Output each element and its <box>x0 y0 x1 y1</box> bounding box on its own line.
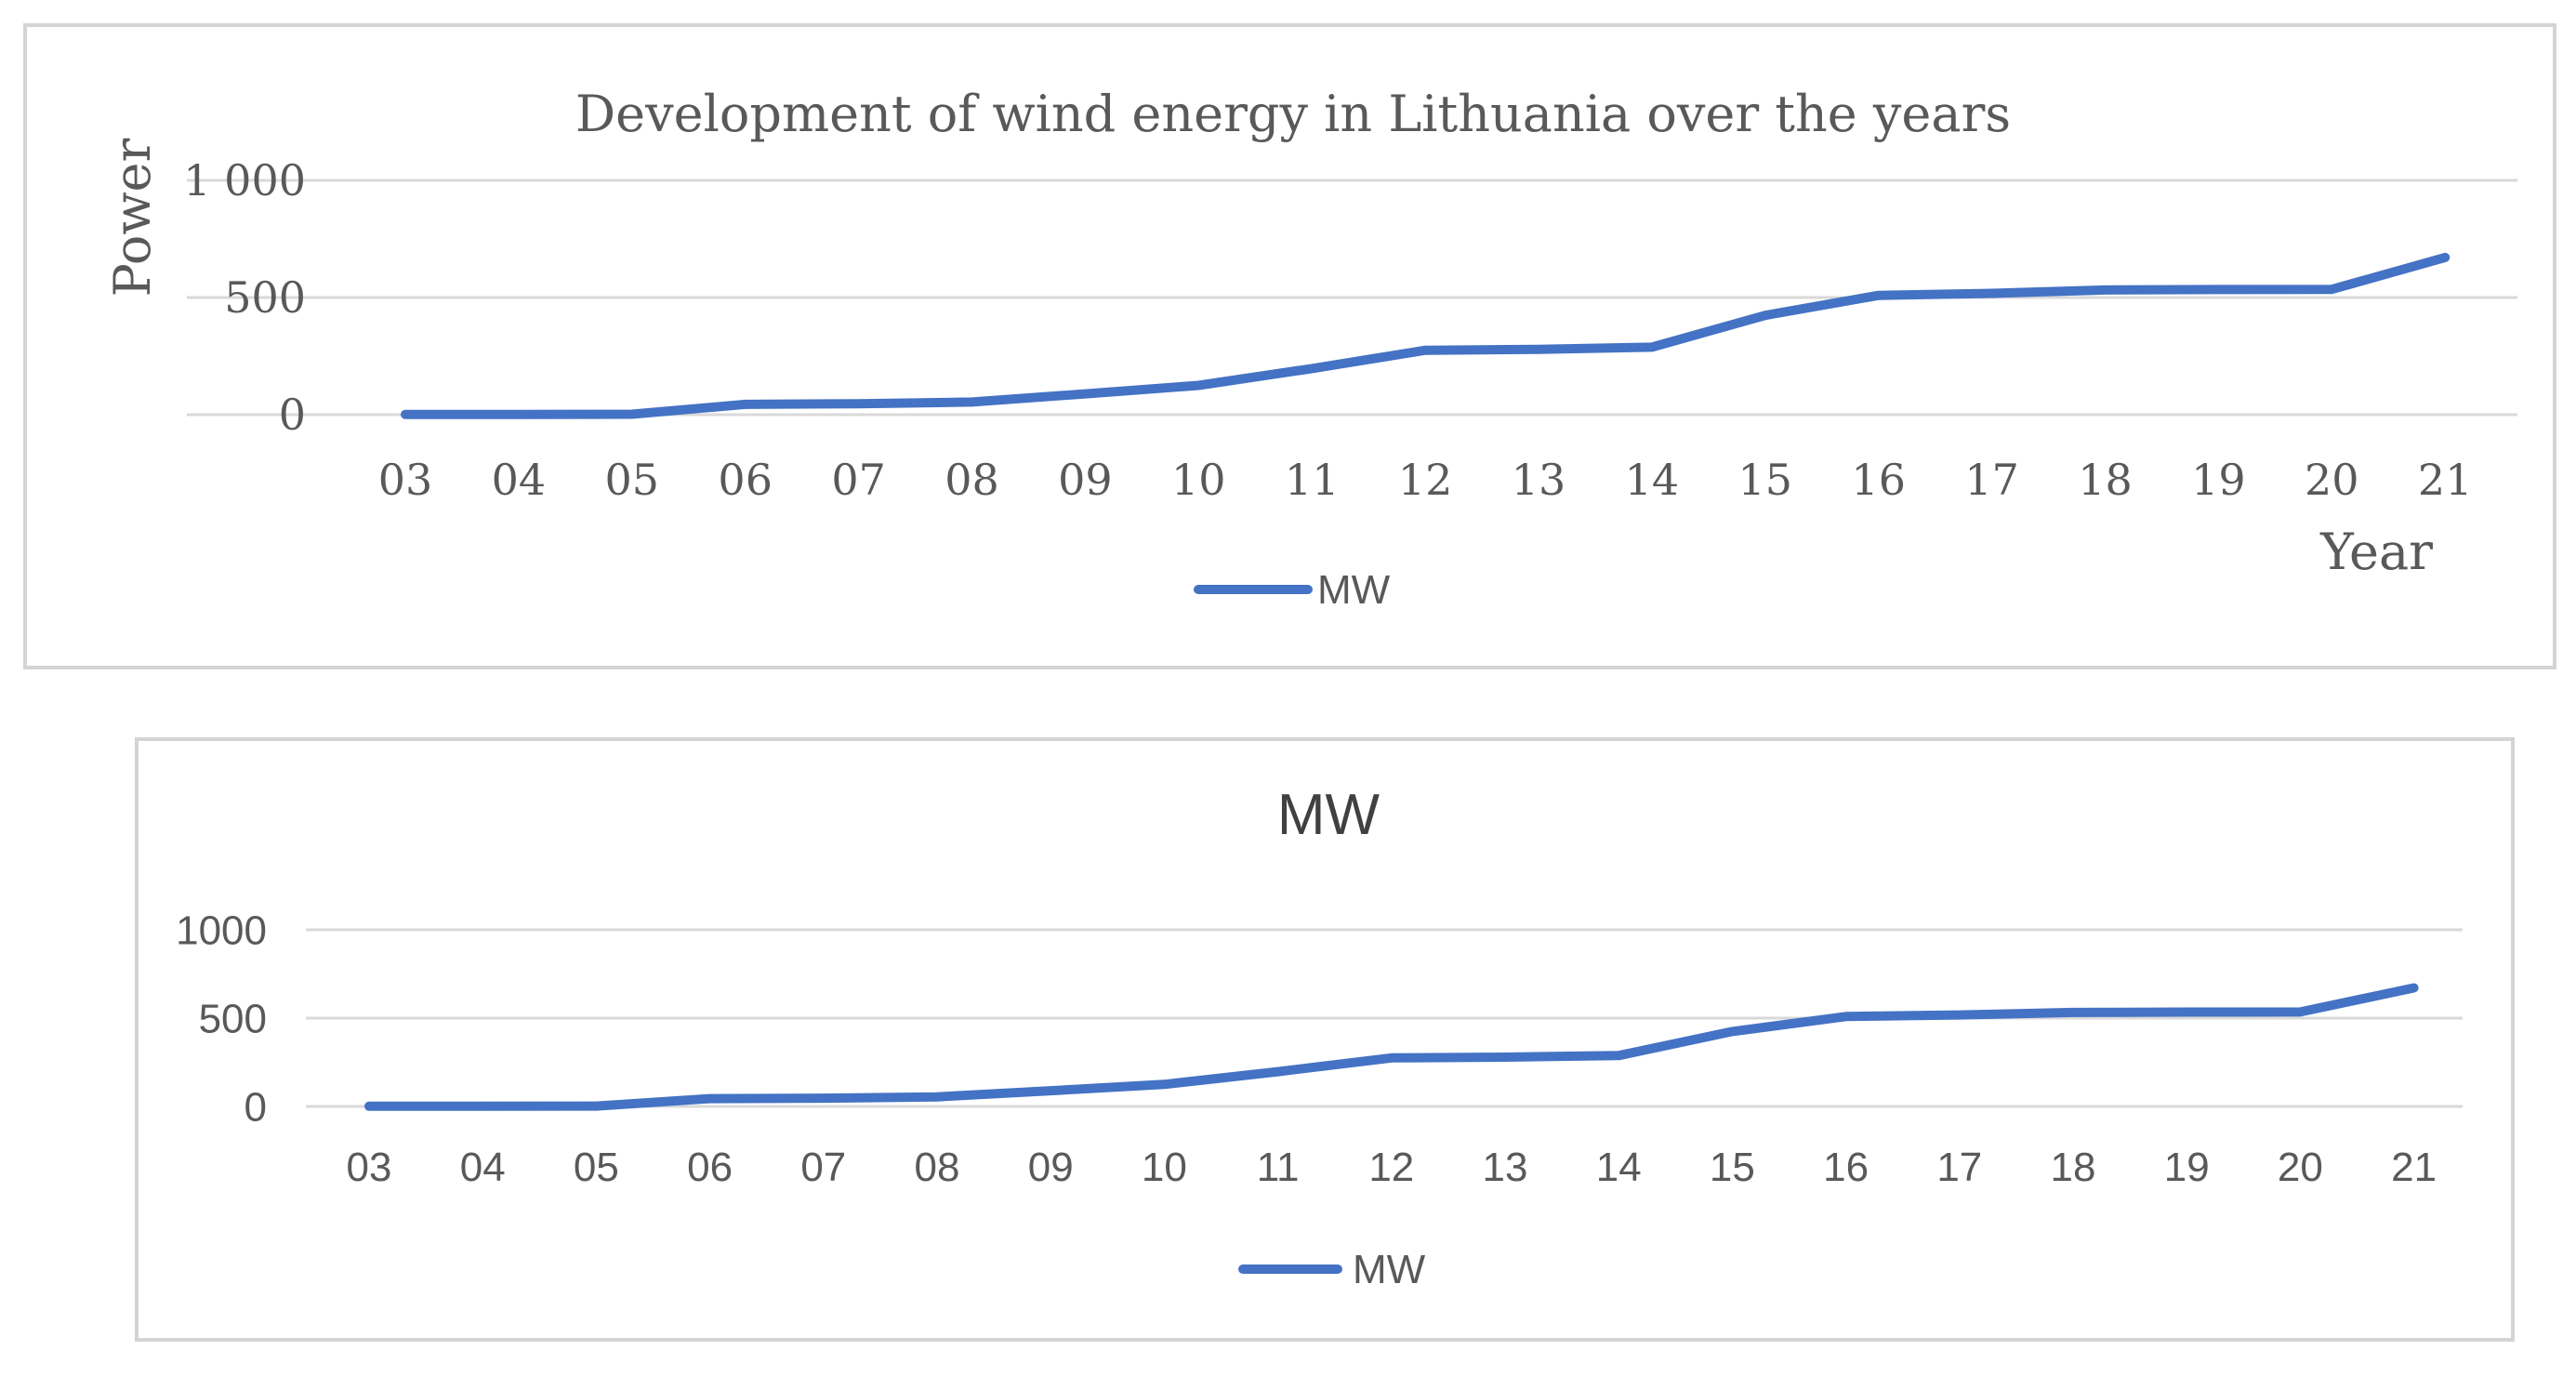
chart-1-legend-label: MW <box>1317 567 1391 613</box>
chart-2-x-tick-label: 18 <box>2051 1145 2096 1190</box>
chart-2-x-tick-label: 03 <box>347 1145 392 1190</box>
chart-2-x-tick-label: 05 <box>574 1145 619 1190</box>
chart-2-x-tick-label: 11 <box>1257 1145 1300 1190</box>
chart-1-x-tick-label: 03 <box>378 455 433 505</box>
chart-1-x-tick-label: 11 <box>1285 455 1340 505</box>
chart-2-svg: MW 0 500 1000 03 04 05 06 07 08 09 10 11 12 13 14 15 16… <box>176 783 2463 1292</box>
chart-2-x-tick-label: 14 <box>1596 1145 1642 1190</box>
chart-1-x-tick-label: 16 <box>1851 455 1906 505</box>
chart-1-x-tick-label: 21 <box>2418 455 2473 505</box>
chart-2-y-tick-label: 1000 <box>176 907 267 953</box>
chart-1-x-tick-label: 10 <box>1171 455 1226 505</box>
chart-2-x-tick-label: 17 <box>1936 1145 1982 1190</box>
chart-2-x-tick-label: 20 <box>2278 1145 2323 1190</box>
chart-2-legend-label: MW <box>1353 1247 1426 1292</box>
chart-1-x-tick-label: 04 <box>492 455 547 505</box>
chart-1-title: Development of wind energy in Lithuania … <box>575 85 2011 143</box>
chart-2-x-tick-label: 04 <box>460 1145 506 1190</box>
chart-2-legend: MW <box>1238 1247 1426 1292</box>
chart-1-legend: MW <box>1194 567 1391 613</box>
chart-2-x-tick-label: 16 <box>1823 1145 1869 1190</box>
chart-1-x-tick-label: 07 <box>831 455 886 505</box>
chart-2-x-tick-label: 06 <box>687 1145 733 1190</box>
chart-1-x-tick-label: 20 <box>2305 455 2359 505</box>
chart-2-x-tick-label: 13 <box>1483 1145 1528 1190</box>
chart-1-series-line-mw <box>401 252 2451 419</box>
chart-1-x-tick-label: 14 <box>1625 455 1680 505</box>
chart-1-x-tick-label: 17 <box>1964 455 2019 505</box>
chart-1-x-tick-label: 19 <box>2191 455 2246 505</box>
chart-1-x-tick-label: 08 <box>945 455 999 505</box>
chart-1-x-tick-label: 05 <box>605 455 660 505</box>
chart-2-x-tick-label: 12 <box>1368 1145 1414 1190</box>
chart-2-y-tick-label: 0 <box>244 1084 267 1130</box>
chart-1-x-tick-label: 12 <box>1398 455 1453 505</box>
chart-2-x-tick-label: 08 <box>915 1145 960 1190</box>
chart-1-y-axis-label: Power <box>103 138 162 297</box>
chart-2-x-tick-label: 19 <box>2164 1145 2210 1190</box>
chart-1-x-axis-label: Year <box>2319 523 2433 581</box>
chart-1-x-tick-label: 18 <box>2078 455 2133 505</box>
chart-1-y-tick-label: 1 000 <box>183 155 306 205</box>
chart-1-y-tick-label: 500 <box>224 272 306 323</box>
chart-2-x-tick-label: 10 <box>1142 1145 1187 1190</box>
chart-2-x-tick-label: 09 <box>1028 1145 1074 1190</box>
chart-2-x-tick-label: 07 <box>800 1145 846 1190</box>
chart-1-svg: Development of wind energy in Lithuania … <box>103 85 2517 613</box>
chart-2-series-line-mw <box>364 983 2419 1111</box>
chart-2-y-tick-label: 500 <box>199 996 267 1041</box>
chart-2-x-tick-label: 21 <box>2391 1145 2437 1190</box>
chart-1-x-tick-label: 15 <box>1738 455 1793 505</box>
chart-1-x-tick-label: 09 <box>1058 455 1113 505</box>
chart-1-x-tick-label: 06 <box>718 455 773 505</box>
chart-1-y-tick-label: 0 <box>279 390 306 440</box>
chart-2-x-tick-label: 15 <box>1710 1145 1755 1190</box>
chart-2-title: MW <box>1277 783 1380 847</box>
chart-1-x-tick-label: 13 <box>1512 455 1566 505</box>
chart-2-panel: MW 0 500 1000 03 04 05 06 07 08 09 10 11 12 13 14 15 16… <box>135 737 2515 1342</box>
chart-1-panel: Development of wind energy in Lithuania … <box>23 23 2556 669</box>
